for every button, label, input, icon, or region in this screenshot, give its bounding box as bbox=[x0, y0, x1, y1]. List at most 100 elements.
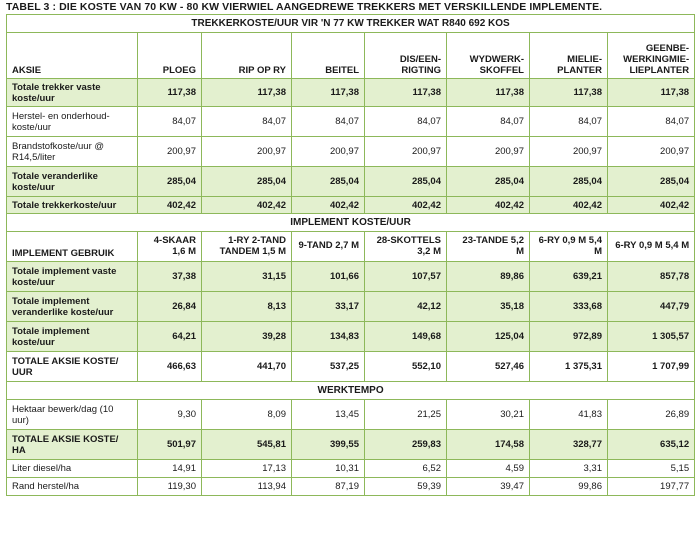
cell-value: 31,15 bbox=[201, 261, 292, 292]
row-label: Totale implement koste/uur bbox=[6, 321, 138, 352]
cell-value: 84,07 bbox=[201, 106, 292, 137]
table-row: Rand herstel/ha 119,30 113,94 87,19 59,39 39,… bbox=[6, 477, 696, 496]
cell-value: 119,30 bbox=[137, 477, 202, 496]
row-label: Totale trekker vaste koste/uur bbox=[6, 78, 138, 107]
cell-value: 117,38 bbox=[606, 78, 696, 107]
cell-value: 84,07 bbox=[291, 106, 365, 137]
cell-value: 200,97 bbox=[137, 136, 202, 167]
section-title: IMPLEMENT KOSTE/UUR bbox=[5, 213, 696, 232]
header-row: AKSIE PLOEG RIP OP RY BEITEL DIS/EEN-RIGTING… bbox=[6, 32, 696, 79]
cell-value: 285,04 bbox=[364, 166, 447, 197]
column-header: BEITEL bbox=[291, 32, 365, 79]
cell-value: 134,83 bbox=[291, 321, 365, 352]
cell-value: 39,47 bbox=[446, 477, 530, 496]
cell-value: 84,07 bbox=[137, 106, 202, 137]
cell-value: 42,12 bbox=[364, 291, 447, 322]
cell-value: 84,07 bbox=[364, 106, 447, 137]
cell-value: 10,31 bbox=[291, 459, 365, 478]
cell-value: 399,55 bbox=[291, 429, 365, 460]
cell-value: 1 305,57 bbox=[606, 321, 696, 352]
table-row: Brandstofkoste/uur @ R14,5/liter 200,97 20… bbox=[6, 136, 696, 167]
row-label: Totale trekkerkoste/uur bbox=[6, 196, 138, 214]
row-label: TOTALE AKSIE KOSTE/ HA bbox=[6, 429, 138, 460]
cell-value: 285,04 bbox=[137, 166, 202, 197]
cell-value: 402,42 bbox=[201, 196, 292, 214]
cell-value: 527,46 bbox=[446, 351, 530, 382]
cell-value: 200,97 bbox=[606, 136, 696, 167]
row-label: Rand herstel/ha bbox=[6, 477, 138, 496]
column-header: 6-RY 0,9 M 5,4 M bbox=[606, 231, 696, 262]
cell-value: 99,86 bbox=[529, 477, 608, 496]
table-row: Totale trekkerkoste/uur 402,42 402,42 402,4… bbox=[6, 196, 696, 214]
cell-value: 285,04 bbox=[446, 166, 530, 197]
row-label: Totale veranderlike koste/uur bbox=[6, 166, 138, 197]
column-header: RIP OP RY bbox=[201, 32, 292, 79]
cell-value: 1 375,31 bbox=[529, 351, 608, 382]
column-header: PLOEG bbox=[137, 32, 202, 79]
cell-value: 466,63 bbox=[137, 351, 202, 382]
cell-value: 107,57 bbox=[364, 261, 447, 292]
column-header: DIS/EEN-RIGTING bbox=[364, 32, 447, 79]
table-caption: TABEL 3 : DIE KOSTE VAN 70 KW - 80 KW VI… bbox=[6, 1, 603, 13]
row-label: Totale implement vaste koste/uur bbox=[6, 261, 138, 292]
cell-value: 328,77 bbox=[529, 429, 608, 460]
column-header: 6-RY 0,9 M 5,4 M bbox=[529, 231, 608, 262]
table-row: Liter diesel/ha 14,91 17,13 10,31 6,52 4,59 3,… bbox=[6, 459, 696, 478]
cell-value: 4,59 bbox=[446, 459, 530, 478]
cell-value: 84,07 bbox=[529, 106, 608, 137]
cell-value: 21,25 bbox=[364, 399, 447, 430]
cell-value: 285,04 bbox=[291, 166, 365, 197]
cell-value: 117,38 bbox=[201, 78, 292, 107]
cell-value: 857,78 bbox=[606, 261, 696, 292]
cell-value: 9,30 bbox=[137, 399, 202, 430]
row-label: Brandstofkoste/uur @ R14,5/liter bbox=[6, 136, 138, 167]
cell-value: 285,04 bbox=[201, 166, 292, 197]
cell-value: 402,42 bbox=[529, 196, 608, 214]
cell-value: 402,42 bbox=[291, 196, 365, 214]
cell-value: 5,15 bbox=[606, 459, 696, 478]
cell-value: 200,97 bbox=[291, 136, 365, 167]
row-label: Herstel- en onderhoud-koste/uur bbox=[6, 106, 138, 137]
column-header: MIELIE-PLANTER bbox=[529, 32, 608, 79]
cell-value: 59,39 bbox=[364, 477, 447, 496]
column-header-label: AKSIE bbox=[6, 32, 138, 79]
cell-value: 197,77 bbox=[606, 477, 696, 496]
cost-table: TREKKERKOSTE/UUR VIR 'N 77 KW TREKKER WA… bbox=[5, 14, 696, 496]
cell-value: 3,31 bbox=[529, 459, 608, 478]
section-row-implement: IMPLEMENT KOSTE/UUR bbox=[5, 213, 696, 232]
table-row: TOTALE AKSIE KOSTE/ UUR 466,63 441,70 537,2… bbox=[6, 351, 696, 382]
table-row: Totale veranderlike koste/uur 285,04 285,0… bbox=[6, 166, 696, 197]
table-row: Herstel- en onderhoud-koste/uur 84,07 84,0… bbox=[6, 106, 696, 137]
cell-value: 39,28 bbox=[201, 321, 292, 352]
cell-value: 101,66 bbox=[291, 261, 365, 292]
cell-value: 117,38 bbox=[137, 78, 202, 107]
row-label: Liter diesel/ha bbox=[6, 459, 138, 478]
cell-value: 17,13 bbox=[201, 459, 292, 478]
cell-value: 174,58 bbox=[446, 429, 530, 460]
cell-value: 37,38 bbox=[137, 261, 202, 292]
table-row: Totale implement vaste koste/uur 37,38 31,… bbox=[6, 261, 696, 292]
cell-value: 200,97 bbox=[529, 136, 608, 167]
cell-value: 333,68 bbox=[529, 291, 608, 322]
cell-value: 125,04 bbox=[446, 321, 530, 352]
cell-value: 149,68 bbox=[364, 321, 447, 352]
table-row: TOTALE AKSIE KOSTE/ HA 501,97 545,81 399,55… bbox=[6, 429, 696, 460]
table-body: TREKKERKOSTE/UUR VIR 'N 77 KW TREKKER WA… bbox=[5, 14, 696, 496]
cell-value: 1 707,99 bbox=[606, 351, 696, 382]
cell-value: 8,09 bbox=[201, 399, 292, 430]
cell-value: 545,81 bbox=[201, 429, 292, 460]
cell-value: 537,25 bbox=[291, 351, 365, 382]
cell-value: 200,97 bbox=[446, 136, 530, 167]
cell-value: 41,83 bbox=[529, 399, 608, 430]
cell-value: 285,04 bbox=[606, 166, 696, 197]
cell-value: 402,42 bbox=[364, 196, 447, 214]
cell-value: 402,42 bbox=[446, 196, 530, 214]
column-header: 1-RY 2-TAND TANDEM 1,5 M bbox=[201, 231, 292, 262]
table-row: Totale trekker vaste koste/uur 117,38 117,… bbox=[6, 78, 696, 107]
cell-value: 64,21 bbox=[137, 321, 202, 352]
cell-value: 84,07 bbox=[446, 106, 530, 137]
table-row: Hektaar bewerk/dag (10 uur) 9,30 8,09 13,45… bbox=[6, 399, 696, 430]
section-title: WERKTEMPO bbox=[5, 381, 696, 400]
cell-value: 117,38 bbox=[446, 78, 530, 107]
